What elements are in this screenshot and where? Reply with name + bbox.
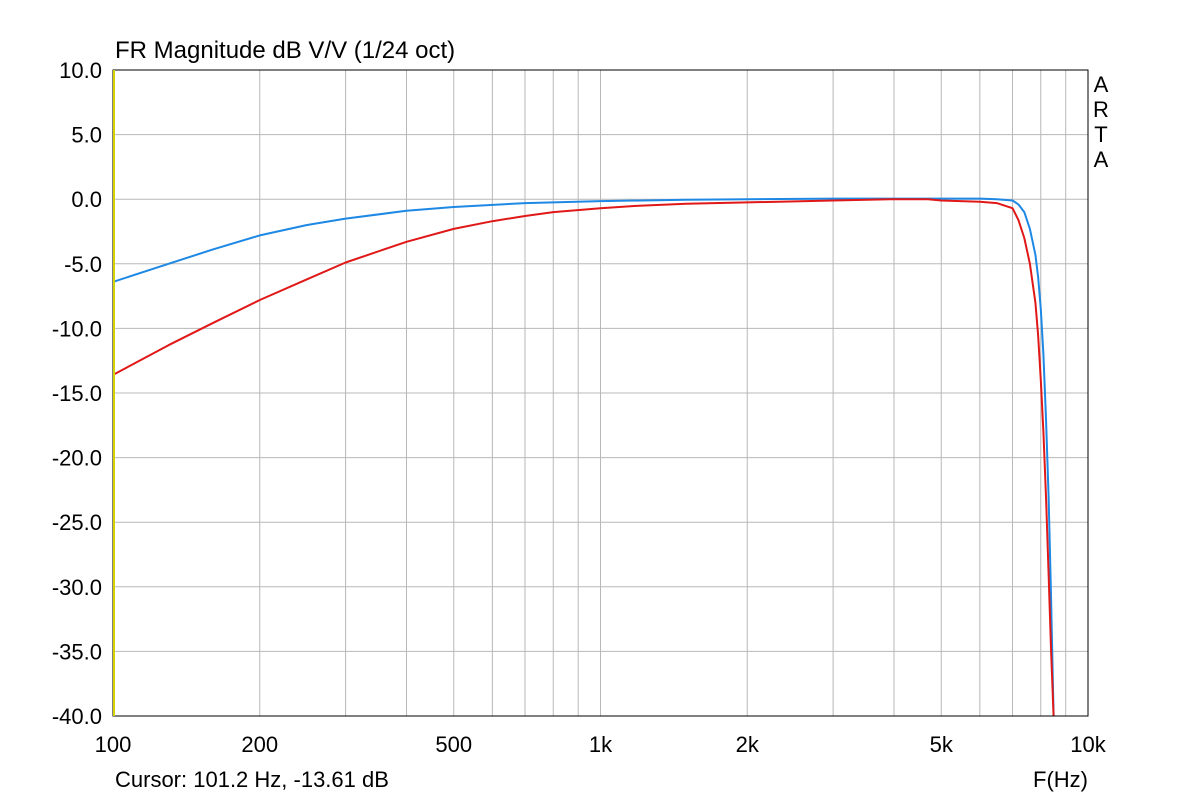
- series-line-1: [113, 197, 1055, 716]
- y-tick-label: -15.0: [52, 381, 102, 406]
- brand-letter: T: [1094, 122, 1107, 147]
- x-tick-label: 5k: [930, 732, 954, 757]
- x-tick-label: 1k: [589, 732, 613, 757]
- grid: [113, 69, 1088, 717]
- x-tick-label: 500: [435, 732, 472, 757]
- y-tick-label: 10.0: [59, 58, 102, 83]
- y-tick-label: 0.0: [71, 187, 102, 212]
- y-tick-label: -40.0: [52, 704, 102, 729]
- y-tick-label: -5.0: [64, 252, 102, 277]
- chart-title: FR Magnitude dB V/V (1/24 oct): [115, 37, 455, 64]
- cursor-readout: Cursor: 101.2 Hz, -13.61 dB: [115, 767, 389, 792]
- y-tick-labels: 10.0 5.0 0.0 -5.0 -10.0 -15.0 -20.0 -25.0 -30.0 -…: [52, 58, 102, 729]
- x-tick-label: 100: [95, 732, 132, 757]
- y-tick-label: -35.0: [52, 639, 102, 664]
- brand-letter: A: [1094, 72, 1109, 97]
- series-line-2: [113, 198, 1055, 716]
- brand-letter: A: [1094, 147, 1109, 172]
- series-lines: [113, 197, 1055, 716]
- x-tick-label: 200: [241, 732, 278, 757]
- y-tick-label: -20.0: [52, 446, 102, 471]
- y-tick-label: -25.0: [52, 510, 102, 535]
- x-tick-label: 2k: [736, 732, 760, 757]
- y-tick-label: 5.0: [71, 123, 102, 148]
- x-tick-labels: 100 200 500 1k 2k 5k 10k: [95, 732, 1107, 757]
- brand-letter: R: [1093, 97, 1109, 122]
- x-axis-label: F(Hz): [1033, 767, 1088, 792]
- y-tick-label: -10.0: [52, 316, 102, 341]
- y-tick-label: -30.0: [52, 575, 102, 600]
- x-tick-label: 10k: [1070, 732, 1106, 757]
